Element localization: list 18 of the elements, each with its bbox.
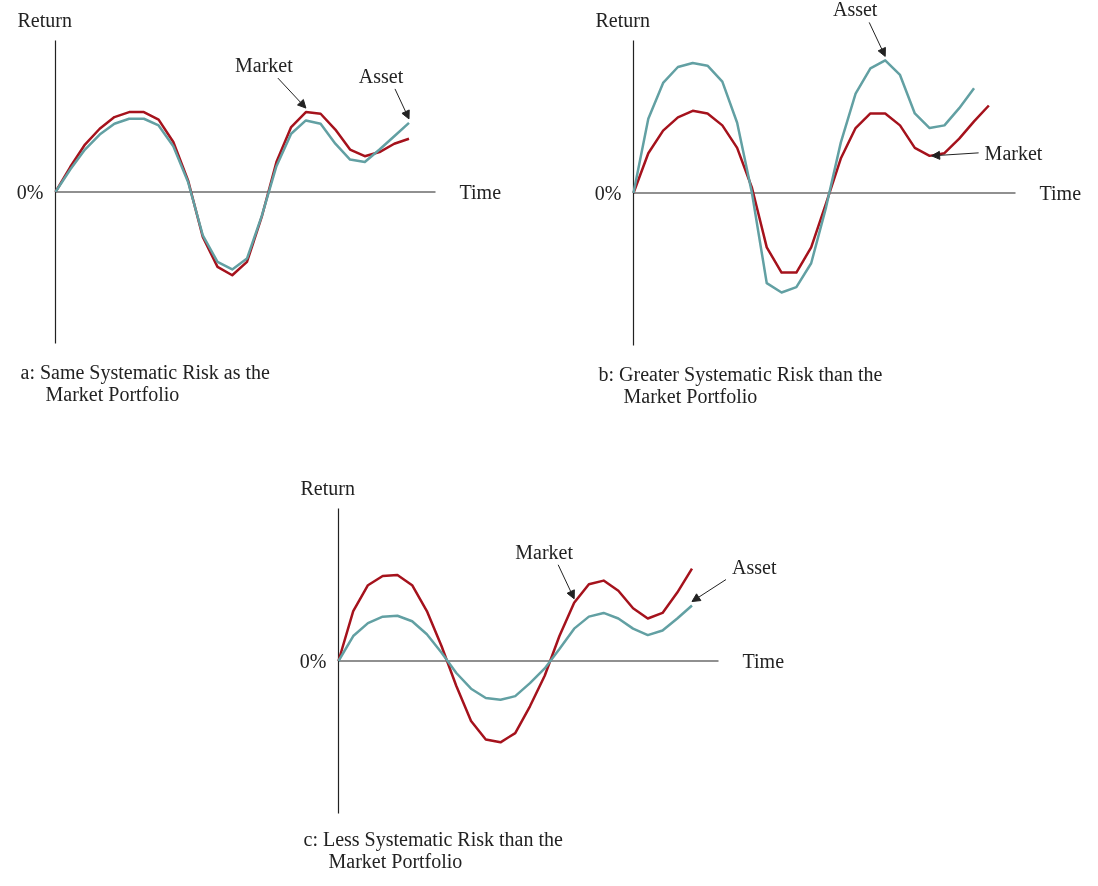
- text: Asset: [832, 0, 878, 21]
- series-label: Market: [515, 540, 574, 563]
- text: 0%: [299, 650, 327, 672]
- text: c: Less Systematic Risk than the Market Portfolio: [303, 827, 564, 872]
- y-axis-title: Return: [17, 8, 72, 31]
- text: 0%: [16, 181, 44, 203]
- y-axis-title: Return: [595, 8, 650, 31]
- x-axis-title: Time: [742, 650, 785, 672]
- series-label: Market: [235, 54, 294, 77]
- series-label: Market: [984, 141, 1043, 164]
- x-axis-title: Time: [1039, 182, 1082, 204]
- y-axis-title: Return: [300, 476, 355, 499]
- series-label: Asset: [358, 64, 404, 87]
- text: b: Greater Systematic Risk than the Market Portfolio: [598, 362, 883, 407]
- text: a: Same Systematic Risk as the Market Portfolio: [20, 360, 271, 405]
- text: 0%: [594, 182, 622, 204]
- x-axis-title: Time: [459, 181, 502, 203]
- text: Asset: [731, 555, 777, 578]
